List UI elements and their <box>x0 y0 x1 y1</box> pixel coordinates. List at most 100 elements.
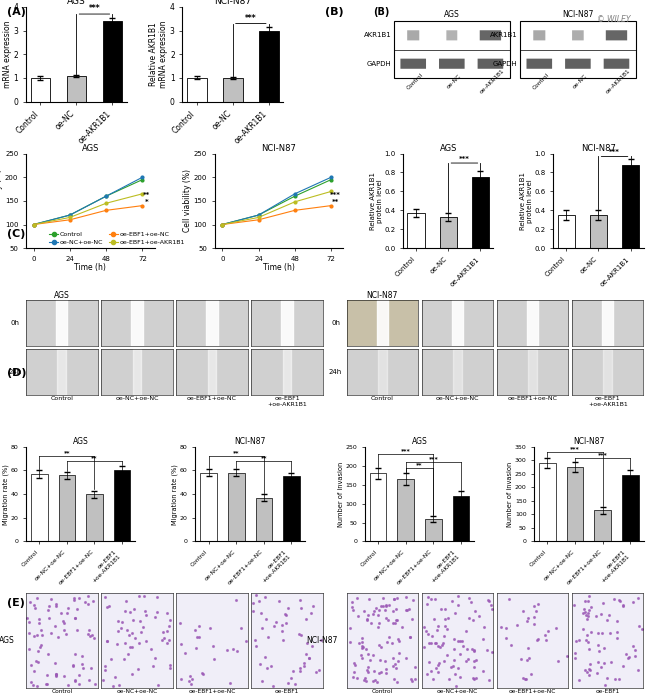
Point <box>68 659 79 670</box>
Point <box>151 607 162 618</box>
Text: **: ** <box>64 450 70 455</box>
Point <box>405 632 415 643</box>
Point <box>363 610 373 621</box>
Point <box>562 651 572 662</box>
Point <box>35 641 46 653</box>
Point <box>462 644 472 655</box>
Point <box>358 641 369 652</box>
Point <box>84 674 95 685</box>
Point <box>382 637 393 648</box>
Point <box>432 667 443 678</box>
Point <box>501 622 512 633</box>
Point <box>532 635 542 646</box>
Point <box>522 615 532 626</box>
Point <box>46 628 57 639</box>
Point <box>584 590 595 601</box>
Point <box>618 600 629 612</box>
Point <box>84 630 95 641</box>
Point <box>346 596 357 607</box>
Bar <box>66 76 86 101</box>
Point <box>486 603 497 614</box>
Point <box>42 604 53 615</box>
Text: ***: *** <box>245 14 257 22</box>
Point <box>248 598 259 609</box>
Point <box>352 673 362 684</box>
Point <box>461 626 471 637</box>
Point <box>376 667 386 678</box>
Y-axis label: 0h: 0h <box>10 320 20 326</box>
Point <box>209 653 219 664</box>
Point <box>526 669 536 680</box>
Point <box>29 599 39 610</box>
Text: ***: *** <box>598 452 608 457</box>
Bar <box>283 476 300 541</box>
Point <box>44 600 54 612</box>
Bar <box>56 300 68 346</box>
Point <box>62 602 73 613</box>
Point <box>369 605 379 616</box>
Point <box>128 614 138 626</box>
Point <box>51 600 61 612</box>
Point <box>34 618 44 629</box>
Point <box>570 653 580 664</box>
X-axis label: oe-NC+oe-NC: oe-NC+oe-NC <box>115 396 159 401</box>
Point <box>596 608 606 619</box>
Text: (C): (C) <box>6 229 25 239</box>
Point <box>42 669 53 680</box>
Point <box>296 603 306 614</box>
Point <box>90 679 101 690</box>
Point <box>365 655 376 666</box>
FancyBboxPatch shape <box>439 58 465 69</box>
Text: **: ** <box>91 455 98 460</box>
Point <box>574 674 584 685</box>
Point <box>381 600 391 612</box>
Point <box>384 600 394 611</box>
Y-axis label: 24h: 24h <box>8 369 21 375</box>
Point <box>571 635 581 646</box>
Point <box>582 613 592 624</box>
Bar <box>622 475 638 541</box>
Point <box>422 598 433 610</box>
Point <box>261 614 271 625</box>
Point <box>77 651 88 662</box>
Bar <box>281 300 293 346</box>
Bar <box>208 349 216 395</box>
Point <box>40 679 51 690</box>
Text: AGS: AGS <box>444 10 460 19</box>
Point <box>429 594 439 605</box>
Point <box>391 676 402 687</box>
Point <box>150 612 160 623</box>
Point <box>573 635 584 646</box>
Point <box>524 653 534 664</box>
Y-axis label: Relative AKR1B1
protein level: Relative AKR1B1 protein level <box>370 172 383 230</box>
Point <box>29 665 40 676</box>
Point <box>58 616 68 627</box>
Text: ***: *** <box>609 149 620 156</box>
Point <box>592 656 603 667</box>
Point <box>446 662 456 673</box>
Point <box>437 637 448 648</box>
Text: **: ** <box>233 450 239 455</box>
Point <box>450 607 460 619</box>
Point <box>523 613 534 624</box>
Point <box>286 673 296 684</box>
Point <box>175 617 185 628</box>
Point <box>533 599 543 610</box>
Point <box>225 678 235 689</box>
Point <box>191 632 202 643</box>
Point <box>263 632 273 643</box>
Point <box>391 614 402 626</box>
Point <box>570 647 580 658</box>
Point <box>102 602 112 613</box>
Point <box>594 646 604 657</box>
Point <box>294 662 305 673</box>
Bar <box>206 300 218 346</box>
Point <box>120 605 131 616</box>
Point <box>357 652 367 663</box>
Point <box>486 600 497 611</box>
Point <box>389 617 400 628</box>
Point <box>72 604 83 615</box>
Bar <box>590 215 607 248</box>
Point <box>521 673 531 685</box>
Point <box>378 601 389 612</box>
